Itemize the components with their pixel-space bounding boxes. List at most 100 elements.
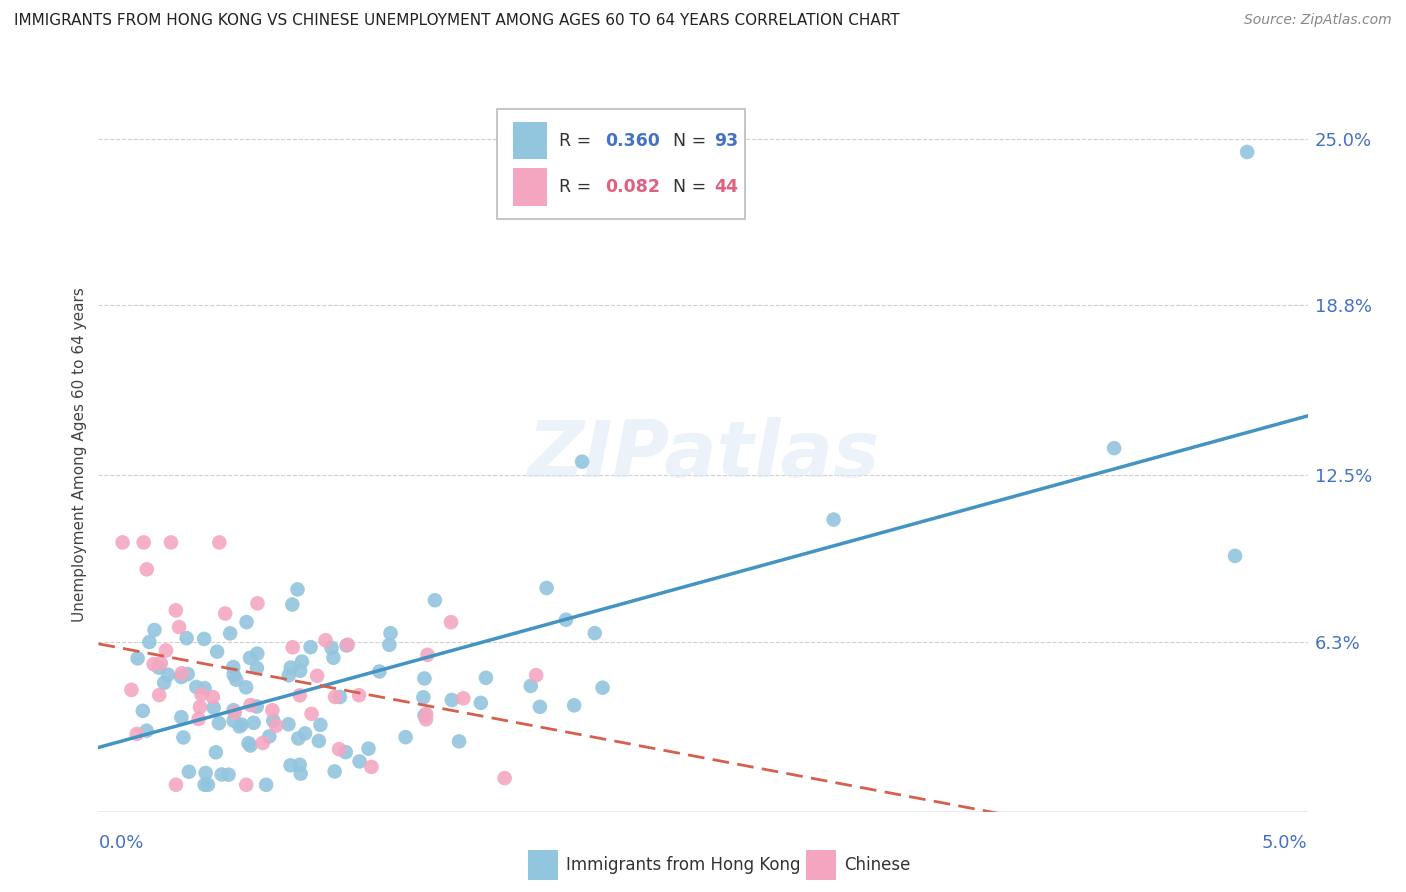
Point bbox=[264, 719, 287, 733]
Point bbox=[177, 764, 200, 779]
Text: Immigrants from Hong Kong: Immigrants from Hong Kong bbox=[567, 855, 801, 873]
FancyBboxPatch shape bbox=[513, 122, 547, 159]
Point bbox=[308, 734, 330, 748]
Point bbox=[149, 656, 172, 670]
Point bbox=[307, 669, 329, 683]
Point bbox=[277, 717, 299, 731]
Point bbox=[222, 660, 245, 674]
Point bbox=[323, 690, 346, 704]
Point bbox=[239, 651, 262, 665]
Point bbox=[368, 665, 391, 679]
Text: R =: R = bbox=[560, 132, 598, 151]
Point bbox=[287, 731, 309, 746]
Point bbox=[231, 717, 253, 731]
Point bbox=[288, 688, 311, 702]
Text: Source: ZipAtlas.com: Source: ZipAtlas.com bbox=[1244, 13, 1392, 28]
Point bbox=[235, 681, 257, 695]
Point bbox=[142, 657, 165, 672]
Point bbox=[176, 631, 198, 645]
Point bbox=[148, 688, 170, 702]
Point bbox=[197, 778, 219, 792]
Point bbox=[1102, 441, 1125, 455]
Point bbox=[235, 615, 257, 629]
Point bbox=[281, 598, 304, 612]
Text: IMMIGRANTS FROM HONG KONG VS CHINESE UNEMPLOYMENT AMONG AGES 60 TO 64 YEARS CORR: IMMIGRANTS FROM HONG KONG VS CHINESE UNE… bbox=[14, 13, 900, 29]
Point bbox=[288, 664, 311, 678]
Point bbox=[235, 778, 257, 792]
Point bbox=[170, 666, 193, 681]
Point bbox=[524, 668, 547, 682]
Point bbox=[415, 712, 437, 726]
Point bbox=[238, 736, 260, 750]
Point bbox=[135, 723, 157, 738]
Point bbox=[309, 718, 332, 732]
Point bbox=[335, 745, 357, 759]
Point bbox=[470, 696, 492, 710]
Point bbox=[222, 703, 245, 717]
Point bbox=[201, 690, 224, 705]
Point bbox=[449, 734, 471, 748]
Point bbox=[239, 739, 262, 753]
Text: 5.0%: 5.0% bbox=[1263, 834, 1308, 852]
Point bbox=[127, 651, 149, 665]
Point bbox=[225, 673, 247, 687]
Point bbox=[583, 626, 606, 640]
Point bbox=[536, 581, 558, 595]
Point bbox=[252, 736, 274, 750]
Point bbox=[394, 730, 416, 744]
Point bbox=[329, 690, 352, 704]
Point bbox=[301, 706, 323, 721]
Point bbox=[170, 710, 193, 724]
Point bbox=[321, 640, 343, 655]
Point bbox=[315, 633, 337, 648]
Point bbox=[413, 708, 436, 723]
Point bbox=[415, 707, 437, 722]
Point bbox=[412, 690, 434, 705]
Point bbox=[529, 699, 551, 714]
Point bbox=[132, 535, 155, 549]
Text: N =: N = bbox=[662, 178, 711, 196]
Point bbox=[440, 615, 463, 630]
Point bbox=[380, 626, 402, 640]
Point bbox=[214, 607, 236, 621]
Point bbox=[193, 632, 215, 646]
Point bbox=[555, 613, 578, 627]
Point bbox=[357, 741, 380, 756]
Text: 0.360: 0.360 bbox=[605, 132, 659, 151]
Point bbox=[242, 715, 264, 730]
Text: N =: N = bbox=[662, 132, 711, 151]
Point bbox=[335, 639, 357, 653]
Point bbox=[222, 714, 245, 728]
Point bbox=[290, 766, 312, 780]
Point bbox=[262, 714, 284, 728]
Point bbox=[190, 687, 212, 701]
Point bbox=[440, 693, 463, 707]
Text: 0.082: 0.082 bbox=[605, 178, 659, 196]
Point bbox=[592, 681, 614, 695]
Point bbox=[205, 645, 228, 659]
Point bbox=[259, 730, 281, 744]
Point bbox=[1223, 549, 1246, 563]
Point bbox=[160, 535, 183, 549]
Point bbox=[571, 455, 593, 469]
Point bbox=[186, 680, 208, 694]
Point bbox=[202, 700, 225, 714]
Point bbox=[254, 778, 277, 792]
Point bbox=[165, 778, 187, 792]
Point bbox=[519, 679, 541, 693]
Point bbox=[378, 638, 401, 652]
Point bbox=[246, 699, 269, 714]
Point bbox=[224, 706, 246, 720]
Point bbox=[360, 760, 382, 774]
Point bbox=[143, 623, 166, 637]
Point bbox=[165, 603, 187, 617]
FancyBboxPatch shape bbox=[513, 169, 547, 205]
Point bbox=[291, 655, 314, 669]
Point bbox=[1236, 145, 1258, 159]
Point bbox=[155, 643, 177, 657]
Point bbox=[453, 691, 475, 706]
Point bbox=[280, 660, 302, 674]
Point bbox=[475, 671, 498, 685]
Point bbox=[262, 703, 284, 717]
Point bbox=[228, 719, 250, 733]
